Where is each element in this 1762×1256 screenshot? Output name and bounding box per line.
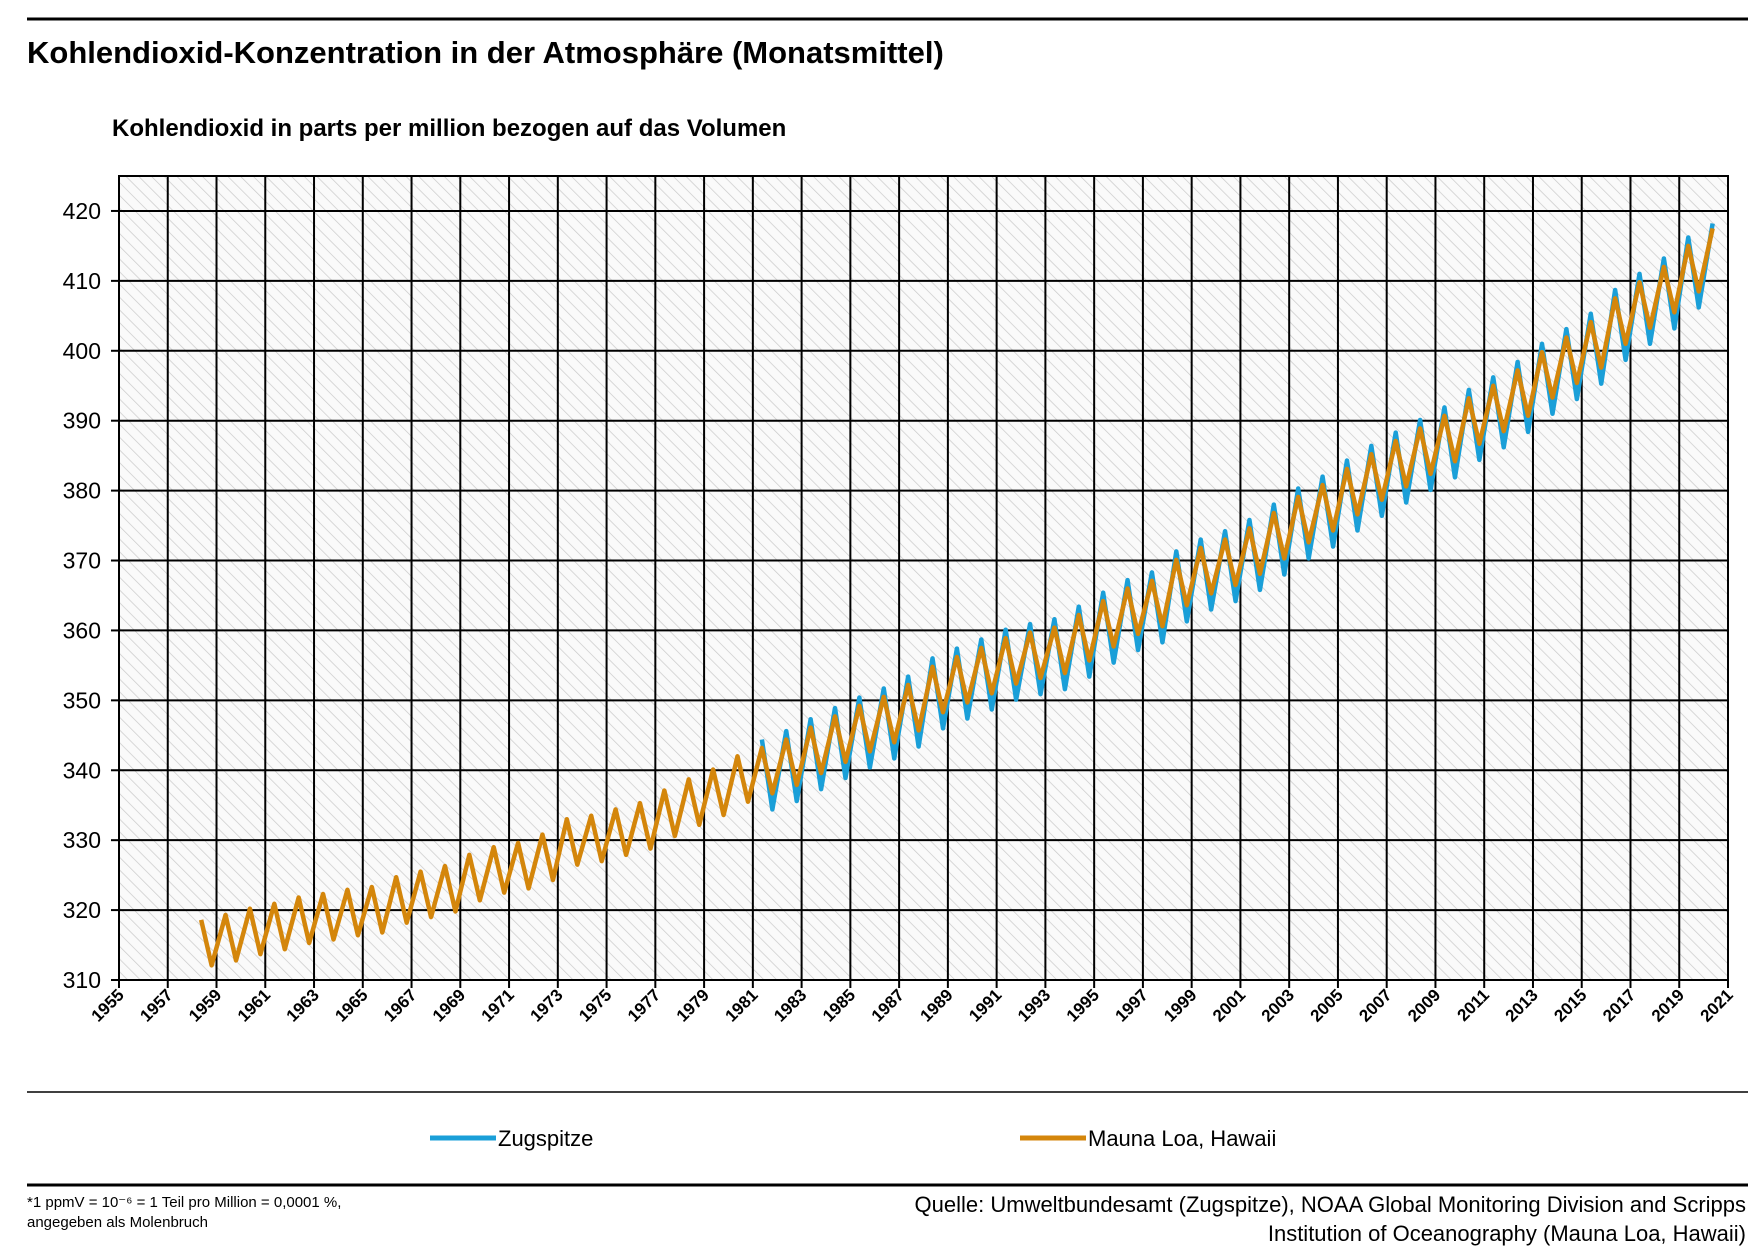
y-tick-label: 340 — [63, 757, 101, 783]
y-tick-label: 370 — [63, 548, 101, 574]
legend: Zugspitze Mauna Loa, Hawaii — [430, 1126, 1276, 1151]
x-tick-label: 1965 — [331, 985, 371, 1025]
x-tick-label: 1969 — [429, 985, 469, 1025]
y-tick-label: 360 — [63, 617, 101, 643]
y-tick-label: 400 — [63, 338, 101, 364]
x-tick-label: 1957 — [136, 985, 176, 1025]
y-tick-label: 320 — [63, 897, 101, 923]
x-tick-label: 1959 — [185, 985, 225, 1025]
x-tick-label: 1987 — [868, 985, 908, 1025]
lines — [198, 223, 1715, 968]
x-tick-label: 1981 — [721, 985, 761, 1025]
x-tick-label: 1979 — [673, 985, 713, 1025]
x-tick-label: 2009 — [1404, 985, 1444, 1025]
x-tick-label: 1963 — [283, 985, 323, 1025]
source: Institution of Oceanography (Mauna Loa, … — [1268, 1221, 1746, 1246]
y-tick-label: 310 — [63, 967, 101, 993]
x-tick-label: 2017 — [1599, 985, 1639, 1025]
legend-label: Zugspitze — [498, 1126, 593, 1151]
footnote: *1 ppmV = 10⁻⁶ = 1 Teil pro Million = 0,… — [27, 1194, 341, 1211]
plot-area — [119, 176, 1728, 980]
x-tick-label: 2013 — [1502, 985, 1542, 1025]
x-tick-label: 1985 — [819, 985, 859, 1025]
chart-title: Kohlendioxid-Konzentration in der Atmosp… — [27, 35, 944, 70]
x-tick-label: 1983 — [770, 985, 810, 1025]
x-tick-label: 1973 — [526, 985, 566, 1025]
y-tick-label: 420 — [63, 198, 101, 224]
x-tick-label: 2021 — [1697, 985, 1737, 1025]
x-tick-label: 1971 — [478, 985, 518, 1025]
x-tick-label: 2011 — [1454, 985, 1494, 1025]
x-tick-label: 1975 — [575, 985, 615, 1025]
x-tick-label: 1989 — [917, 985, 957, 1025]
x-tick-label: 2003 — [1258, 985, 1298, 1025]
x-tick-label: 2007 — [1355, 985, 1395, 1025]
y-tick-label: 380 — [63, 478, 101, 504]
footnote: angegeben als Molenbruch — [27, 1214, 208, 1231]
x-tick-label: 1995 — [1063, 985, 1103, 1025]
x-tick-label: 1997 — [1112, 985, 1152, 1025]
x-tick-label: 1977 — [624, 985, 664, 1025]
x-tick-label: 2001 — [1209, 985, 1249, 1025]
y-tick-label: 410 — [63, 268, 101, 294]
x-tick-label: 2019 — [1648, 985, 1688, 1025]
x-tick-label: 1993 — [1014, 985, 1054, 1025]
x-tick-label: 1991 — [965, 985, 1005, 1025]
x-tick-label: 1999 — [1160, 985, 1200, 1025]
legend-label: Mauna Loa, Hawaii — [1088, 1126, 1276, 1151]
x-tick-label: 1967 — [380, 985, 420, 1025]
series-line — [759, 223, 1715, 812]
x-tick-label: 1961 — [234, 985, 274, 1025]
y-tick-label: 390 — [63, 408, 101, 434]
source: Quelle: Umweltbundesamt (Zugspitze), NOA… — [915, 1192, 1746, 1217]
series-line — [198, 227, 1715, 968]
y-tick-label: 330 — [63, 827, 101, 853]
y-tick-label: 350 — [63, 687, 101, 713]
chart-subtitle: Kohlendioxid in parts per million bezoge… — [112, 115, 786, 142]
x-tick-label: 2015 — [1550, 985, 1590, 1025]
plot-border — [118, 175, 1729, 981]
x-tick-label: 2005 — [1307, 985, 1347, 1025]
